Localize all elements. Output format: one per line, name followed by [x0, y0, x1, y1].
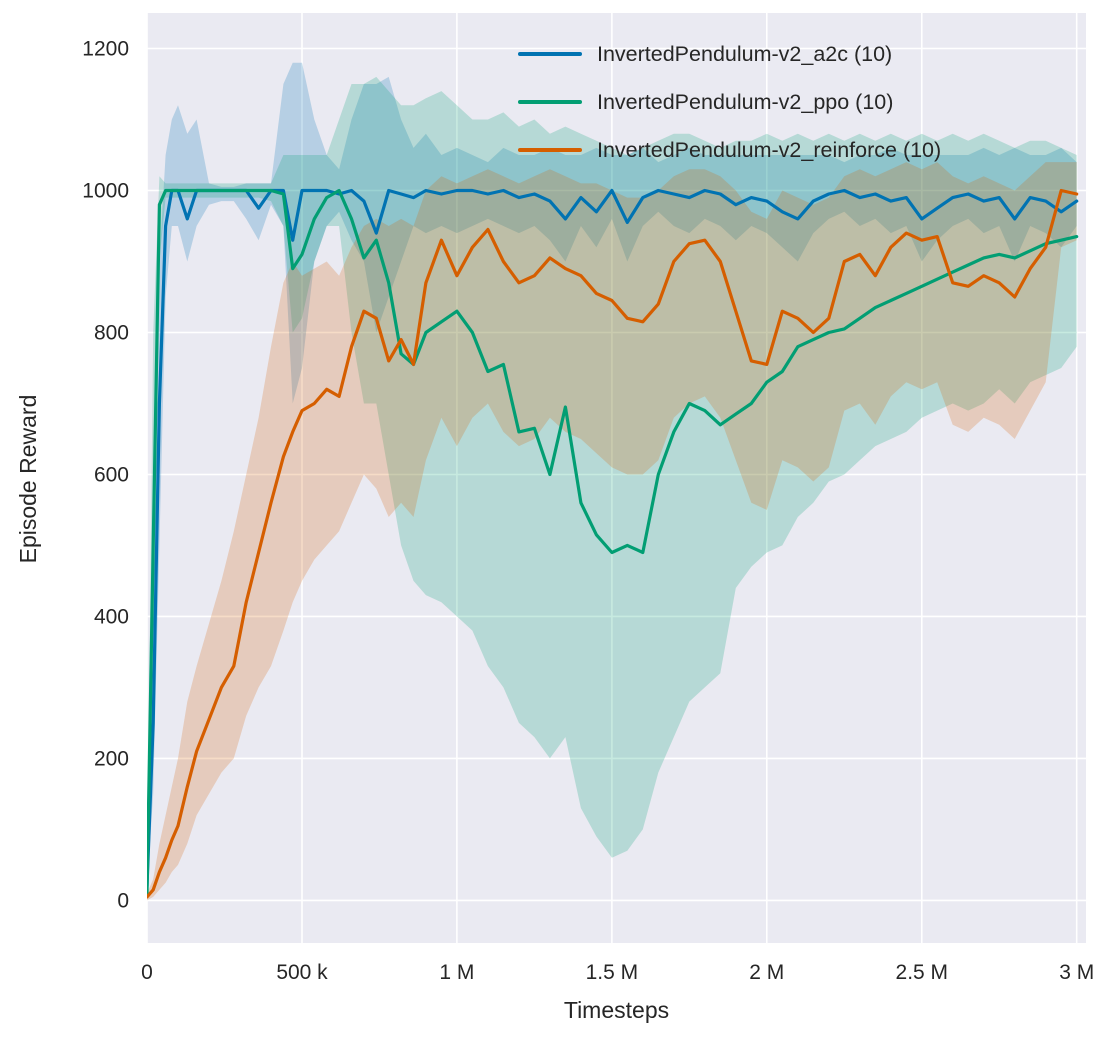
y-tick-label: 200	[94, 747, 129, 770]
x-tick-label: 2 M	[749, 961, 784, 984]
legend-label: InvertedPendulum-v2_reinforce (10)	[597, 137, 942, 162]
y-tick-label: 400	[94, 605, 129, 628]
x-tick-label: 1.5 M	[586, 961, 639, 984]
y-tick-label: 0	[117, 889, 129, 912]
series-band-reinforce	[147, 162, 1077, 901]
x-tick-label: 1 M	[439, 961, 474, 984]
series-band-ppo	[147, 76, 1077, 897]
series-line-ppo	[147, 188, 1079, 895]
series-line-reinforce	[147, 188, 1079, 899]
plot-area	[147, 13, 1086, 943]
x-axis-label: Timesteps	[563, 997, 670, 1023]
x-tick-label: 3 M	[1059, 961, 1094, 984]
y-tick-label: 1000	[82, 180, 129, 203]
x-tick-label: 0	[141, 961, 153, 984]
y-tick-label: 800	[94, 322, 129, 345]
legend: InvertedPendulum-v2_a2c (10) InvertedPend…	[518, 30, 941, 174]
legend-line-swatch	[518, 52, 582, 56]
x-tick-label: 2.5 M	[896, 961, 949, 984]
x-tick-label: 500 k	[276, 961, 328, 984]
legend-label: InvertedPendulum-v2_ppo (10)	[597, 89, 894, 114]
legend-line-swatch	[518, 100, 582, 104]
legend-item: InvertedPendulum-v2_reinforce (10)	[518, 126, 941, 174]
y-axis-label: Episode Reward	[15, 394, 41, 564]
legend-item: InvertedPendulum-v2_a2c (10)	[518, 30, 941, 78]
legend-label: InvertedPendulum-v2_a2c (10)	[597, 41, 893, 66]
series-band-a2c	[147, 62, 1077, 890]
legend-line-swatch	[518, 148, 582, 152]
y-tick-label: 1200	[82, 38, 129, 61]
series-line-a2c	[147, 188, 1079, 888]
y-tick-label: 600	[94, 464, 129, 487]
legend-item: InvertedPendulum-v2_ppo (10)	[518, 78, 941, 126]
